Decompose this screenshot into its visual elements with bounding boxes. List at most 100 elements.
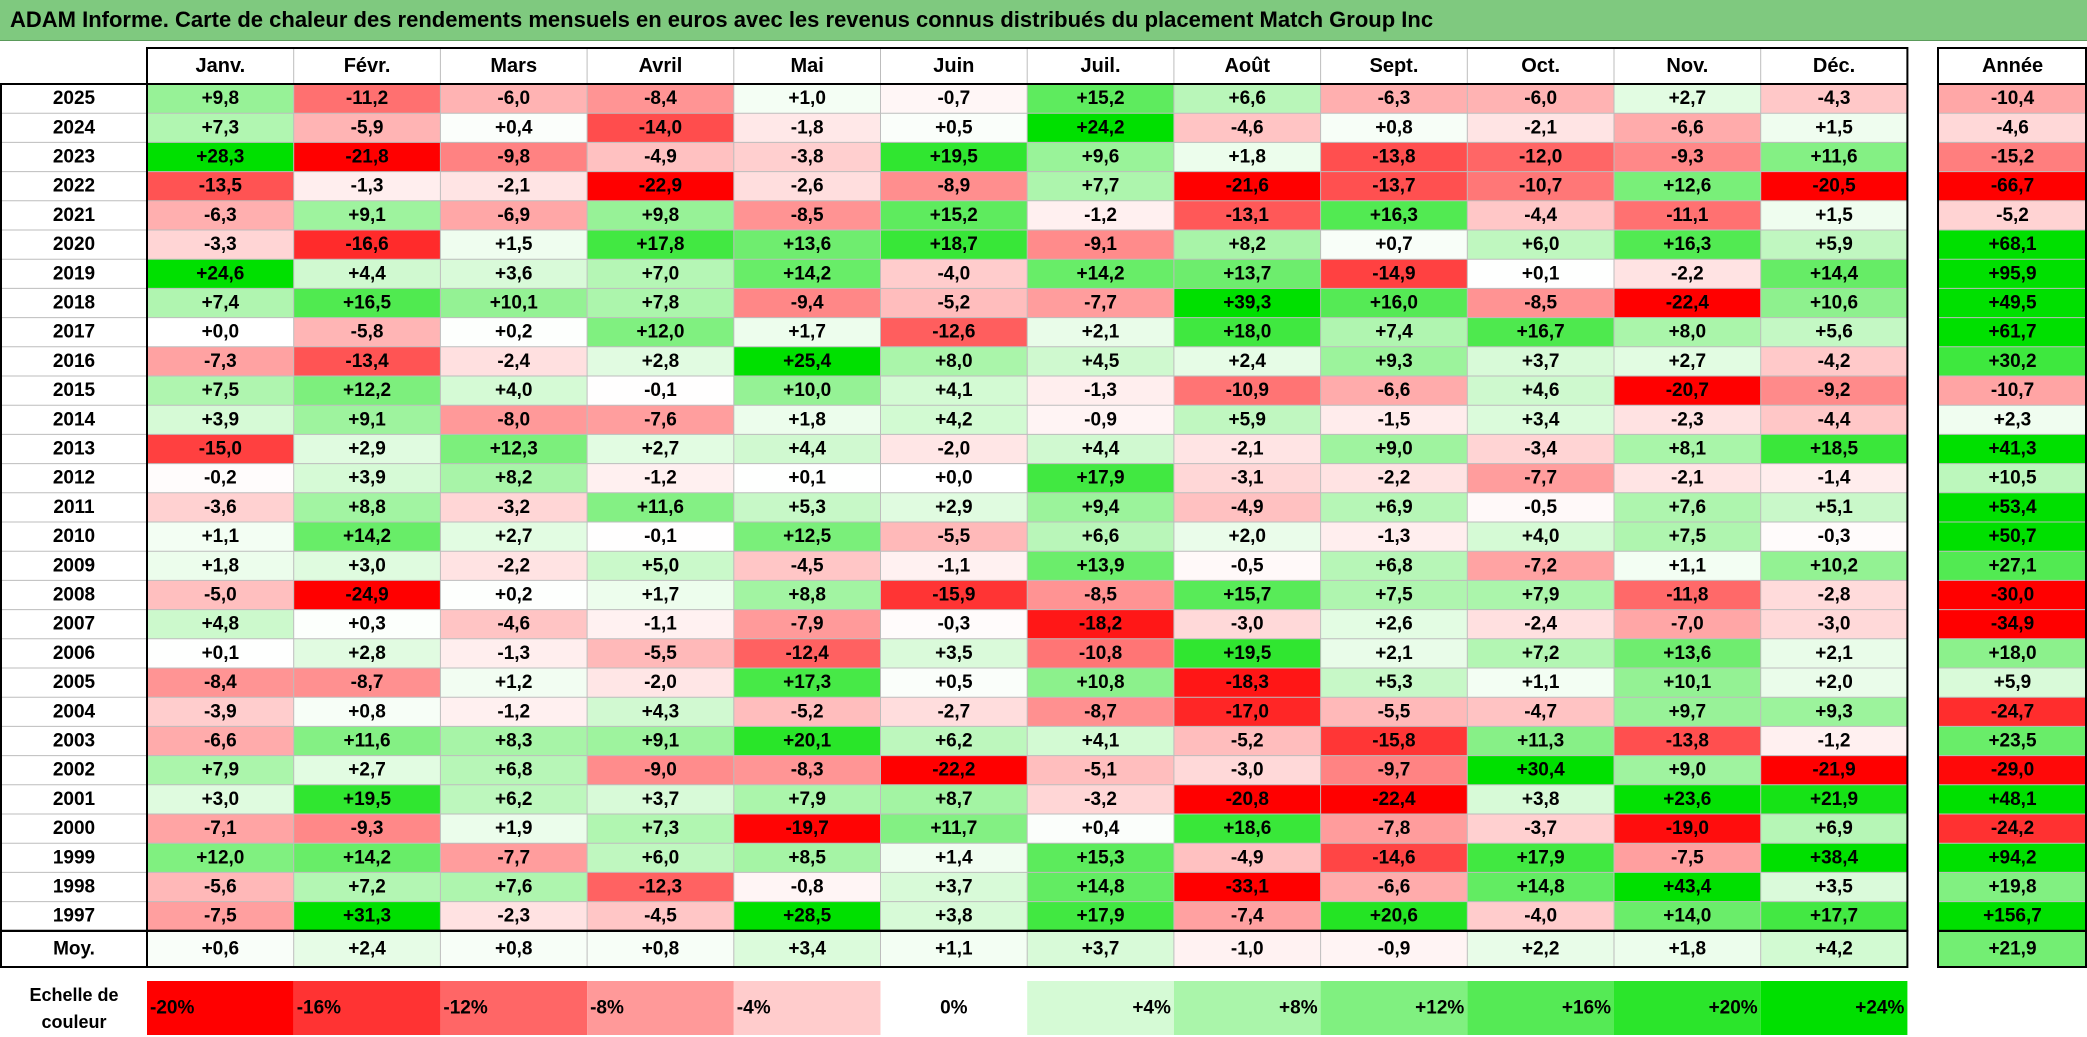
cell-value: +13,6 [783,234,831,255]
cell-value: -5,5 [644,643,677,664]
month-header: Févr. [344,55,391,77]
heatmap-cell [733,434,881,464]
heatmap-cell [1173,872,1321,902]
heatmap-cell [1760,784,1908,814]
cell-value: +10,0 [783,380,831,401]
heatmap-cell [880,814,1028,844]
heatmap-cell [293,288,441,318]
cell-value: +18,0 [1223,322,1271,343]
cell-value: -13,5 [199,176,243,197]
heatmap-cell [1173,580,1321,610]
cell-value: +1,9 [495,818,533,839]
annual-value: +5,9 [1994,672,2032,693]
cell-value: +2,0 [1815,672,1853,693]
cell-value: -8,5 [791,205,824,226]
month-header: Déc. [1813,55,1855,77]
heatmap-cell [1320,843,1468,873]
annual-cell [1938,901,2087,931]
heatmap-cell [1320,463,1468,493]
average-cell [1614,931,1761,967]
heatmap-cell [880,346,1028,376]
heatmap-cell [293,697,441,727]
heatmap-cell [440,376,588,406]
heatmap-cell [1173,230,1321,260]
cell-value: +11,6 [344,731,391,752]
heatmap-cell [440,843,588,873]
heatmap-cell [1027,200,1174,230]
heatmap-cell [440,580,588,610]
cell-value: -9,2 [1818,380,1851,401]
heatmap-cell [1467,580,1614,610]
cell-value: -17,0 [1226,701,1269,722]
heatmap-cell [1027,142,1174,172]
heatmap-cell [440,142,588,172]
heatmap-cell [733,638,881,668]
cell-value: +2,8 [642,351,680,372]
heatmap-cell [733,288,881,318]
average-label: Moy. [53,939,95,960]
cell-value: -11,8 [1666,585,1708,606]
cell-value: -22,2 [932,760,975,781]
average-cell [440,931,588,967]
heatmap-cell [440,171,588,201]
heatmap-cell [440,434,588,464]
heatmap-cell [1467,551,1614,581]
annual-cell [1938,84,2087,114]
cell-value: +3,8 [1522,789,1560,810]
cell-value: -18,3 [1226,672,1269,693]
cell-value: -7,7 [1084,293,1117,314]
cell-value: -7,1 [204,818,237,839]
cell-value: +8,0 [1669,322,1707,343]
heatmap-cell [1467,784,1614,814]
cell-value: +6,8 [495,760,533,781]
cell-value: +10,6 [1810,293,1858,314]
heatmap-cell [293,755,441,785]
heatmap-cell [1027,638,1174,668]
heatmap-cell [1027,376,1174,406]
month-header: Mars [490,55,537,77]
cell-value: +7,5 [1375,585,1413,606]
cell-value: -7,7 [497,847,530,868]
heatmap-cell [587,288,734,318]
cell-value: +17,9 [1077,468,1125,489]
scale-stop-label: +12% [1415,998,1464,1019]
cell-value: +8,0 [935,351,973,372]
cell-value: -4,6 [1231,117,1264,138]
year-label: 2003 [53,731,95,752]
heatmap-cell [587,346,734,376]
heatmap-cell [880,84,1028,114]
scale-swatch [1467,981,1614,1035]
cell-value: +3,4 [1522,409,1560,430]
heatmap-cell [147,259,294,289]
average-border [0,930,1909,968]
cell-value: +38,4 [1810,847,1859,868]
annual-cell [1938,405,2087,435]
year-label: 1999 [53,847,95,868]
cell-value: +14,4 [1810,263,1859,284]
cell-value: +2,0 [1228,526,1266,547]
heatmap-cell [147,142,294,172]
cell-value: +9,1 [642,731,680,752]
heatmap-cell [1467,522,1614,552]
heatmap-cell [733,463,881,493]
cell-value: +9,8 [202,88,240,109]
cell-value: -8,4 [204,672,237,693]
cell-value: -6,3 [204,205,237,226]
heatmap-cell [1614,638,1761,668]
cell-value: +0,8 [1375,117,1413,138]
cell-value: -0,9 [1084,409,1117,430]
cell-value: -22,4 [1372,789,1416,810]
scale-stop-label: +24% [1855,998,1904,1019]
heatmap-cell [733,317,881,347]
heatmap-cell [440,405,588,435]
cell-value: -9,8 [497,147,530,168]
cell-value: +0,4 [495,117,533,138]
cell-value: +7,3 [202,117,240,138]
cell-value: +4,3 [642,701,680,722]
annual-cell [1938,755,2087,785]
heatmap-cell [1614,755,1761,785]
heatmap-cell [1173,901,1321,931]
cell-value: -1,1 [644,614,677,635]
average-value: +1,8 [1669,939,1707,960]
heatmap-cell [293,638,441,668]
